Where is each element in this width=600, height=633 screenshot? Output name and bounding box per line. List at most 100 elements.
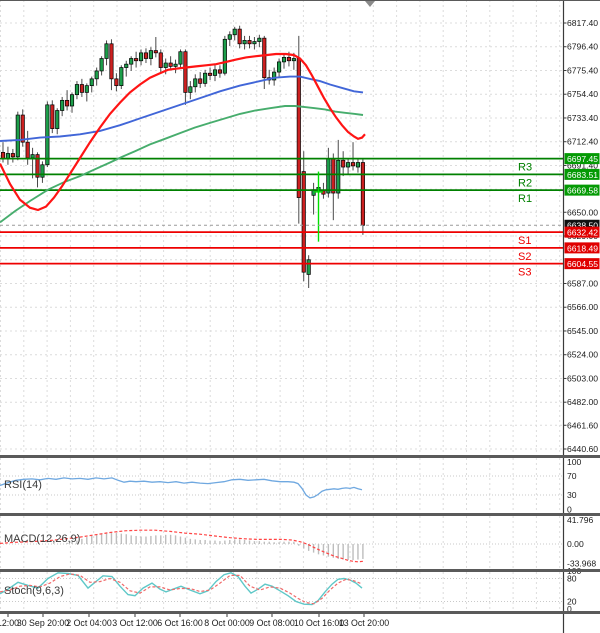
stochastic-panel[interactable] <box>0 572 564 611</box>
candle-bearish <box>247 40 252 45</box>
price-axis-label: 6461.60 <box>567 420 598 430</box>
candlesticks <box>0 25 365 289</box>
price-axis-label: 6733.40 <box>567 113 598 123</box>
main-price-panel[interactable]: R3 R2 R1 S1 S2 S3 <box>0 0 564 455</box>
candle-bearish <box>183 51 188 93</box>
candle-bullish <box>257 37 262 42</box>
candle-bearish <box>10 153 15 158</box>
time-axis-label: 8 Oct 00:00 <box>204 618 250 628</box>
candle-bearish <box>296 58 301 198</box>
candle-bullish <box>15 114 20 158</box>
rsi-scale-label: 30 <box>567 490 577 500</box>
candle-bullish <box>84 85 89 93</box>
price-axis-label: 6545.00 <box>567 326 598 336</box>
candle-bullish <box>212 69 218 76</box>
price-axis-label: 6566.00 <box>567 302 598 312</box>
price-badge-r3 <box>564 153 600 165</box>
chart-shift-marker-icon <box>365 1 375 7</box>
candle-bearish <box>134 58 139 62</box>
candle-bullish <box>326 158 331 194</box>
time-axis-label: 6 Oct 16:00 <box>157 618 203 628</box>
candle-bearish <box>217 69 222 74</box>
price-badge-s3-value: 6604.55 <box>567 259 598 269</box>
candle-bullish <box>69 94 75 107</box>
candle-bullish <box>232 28 237 36</box>
ma-mid-blue <box>0 75 364 142</box>
time-axis-label: 2 Oct 04:00 <box>66 618 112 628</box>
price-axis-label: 6524.00 <box>567 350 598 360</box>
panel-separator[interactable] <box>0 611 600 614</box>
price-axis-label: 6440.60 <box>567 444 598 454</box>
candle-bullish <box>291 58 296 62</box>
macd-panel[interactable] <box>0 516 564 569</box>
candle-bearish <box>286 57 291 62</box>
price-badge-s3 <box>564 258 600 270</box>
candle-bullish <box>94 70 99 80</box>
candle-bullish <box>89 78 94 86</box>
price-axis-label: 6650.00 <box>567 207 598 217</box>
candle-bearish <box>65 99 70 107</box>
price-axis-label: 6754.40 <box>567 89 598 99</box>
macd-signal-line <box>0 529 364 563</box>
candle-bearish <box>350 162 356 167</box>
macd-scale-label: 41.796 <box>567 515 594 525</box>
price-axis-label: 6775.40 <box>567 65 598 75</box>
rsi-panel[interactable] <box>0 458 564 513</box>
support-label-s2: S2 <box>518 251 531 263</box>
candle-bullish <box>138 52 144 62</box>
price-axis-label: 6503.00 <box>567 373 598 383</box>
time-axis-label: 13 Oct 20:00 <box>339 618 389 628</box>
candle-bullish <box>40 164 45 178</box>
price-badge-r1 <box>564 184 600 196</box>
panel-separator[interactable] <box>0 513 600 516</box>
time-axis-label: 10 Oct 16:00 <box>294 618 344 628</box>
price-badge-r1-value: 6669.58 <box>567 186 598 196</box>
candle-bullish <box>45 104 50 166</box>
support-label-s1: S1 <box>518 235 531 247</box>
resistance-label-r3: R3 <box>518 162 532 174</box>
candle-bearish <box>341 159 346 168</box>
candle-bullish <box>173 63 178 67</box>
price-axis-label: 6587.00 <box>567 278 598 288</box>
stoch-scale-label: 80 <box>567 574 577 584</box>
candle-bearish <box>208 72 213 76</box>
candle-bearish <box>79 84 84 93</box>
candle-bearish <box>35 154 40 178</box>
time-axis-label: 9 Oct 08:00 <box>249 618 295 628</box>
candle-bullish <box>336 159 341 194</box>
candle-bearish <box>237 28 242 45</box>
price-axis-label: 6817.40 <box>567 18 598 28</box>
time-axis-label: 30 Sep 20:00 <box>17 618 69 628</box>
price-badge-s1-value: 6632.42 <box>567 228 598 238</box>
candle-bullish <box>104 43 109 59</box>
stoch-scale-label: 20 <box>567 596 577 606</box>
price-badge-s2-value: 6618.49 <box>567 243 598 253</box>
price-badge-s2 <box>564 242 600 254</box>
ma-fast-red <box>0 52 366 212</box>
price-axis-label: 6482.00 <box>567 397 598 407</box>
stoch-scale-label: 0 <box>567 604 572 614</box>
candle-bearish <box>20 114 25 143</box>
current-price-badge-value: 6638.50 <box>567 221 598 231</box>
resistance-label-r1: R1 <box>518 193 532 205</box>
candle-bullish <box>188 86 193 93</box>
candle-bullish <box>30 154 35 159</box>
price-badge-r3-value: 6697.45 <box>567 154 598 164</box>
candle-bullish <box>148 50 153 59</box>
candle-bearish <box>25 141 30 159</box>
panel-separator[interactable] <box>0 455 600 458</box>
candle-bullish <box>193 78 198 88</box>
candle-bearish <box>158 52 163 68</box>
panel-separator[interactable] <box>0 569 600 572</box>
candle-bearish <box>262 37 267 79</box>
candle-bullish <box>277 61 282 73</box>
rsi-scale-label: 70 <box>567 471 577 481</box>
price-axis-label: 6691.40 <box>567 160 598 170</box>
candle-bullish <box>272 71 277 81</box>
price-axis[interactable]: 6817.40 6796.40 6775.40 6754.40 6733.40 6712.… <box>562 0 600 633</box>
candle-bullish <box>163 62 168 68</box>
candle-bearish <box>360 162 365 226</box>
